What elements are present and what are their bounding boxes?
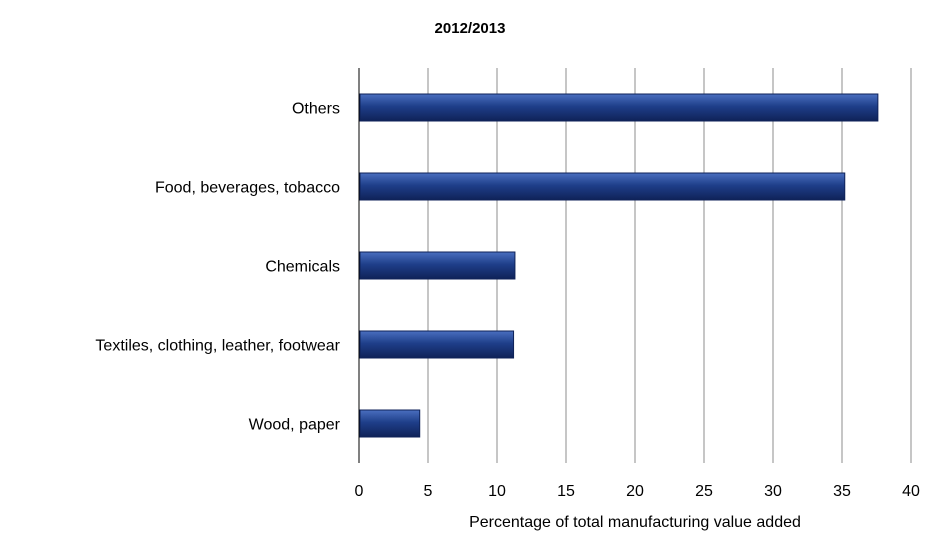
bar-textiles-clothing-leather-footwear <box>359 330 515 359</box>
x-tick-label-15: 15 <box>557 483 575 500</box>
x-axis-title: Percentage of total manufacturing value … <box>469 514 801 531</box>
x-tick-label-40: 40 <box>902 483 920 500</box>
x-tick-labels: 0 5 10 15 20 25 30 35 40 <box>355 483 920 500</box>
x-tick-label-20: 20 <box>626 483 644 500</box>
x-tick-label-5: 5 <box>424 483 433 500</box>
bar-others <box>359 93 879 122</box>
x-tick-label-25: 25 <box>695 483 713 500</box>
x-tick-label-10: 10 <box>488 483 506 500</box>
chart-title: 2012/2013 <box>435 20 506 37</box>
grid-lines <box>427 68 912 463</box>
bar-wood-paper <box>359 409 421 438</box>
category-label-others: Others <box>292 101 340 118</box>
category-labels: Others Food, beverages, tobacco Chemicals T… <box>95 101 340 434</box>
category-label-wood-paper: Wood, paper <box>249 417 341 434</box>
x-tick-label-35: 35 <box>833 483 851 500</box>
bar-chemicals <box>359 251 516 280</box>
category-label-chemicals: Chemicals <box>265 259 340 276</box>
bar-food-beverages-tobacco <box>359 172 846 201</box>
category-label-food-beverages-tobacco: Food, beverages, tobacco <box>155 180 340 197</box>
x-tick-label-0: 0 <box>355 483 364 500</box>
bars <box>359 93 879 438</box>
category-label-textiles-clothing-leather-footwear: Textiles, clothing, leather, footwear <box>95 338 340 355</box>
x-tick-label-30: 30 <box>764 483 782 500</box>
